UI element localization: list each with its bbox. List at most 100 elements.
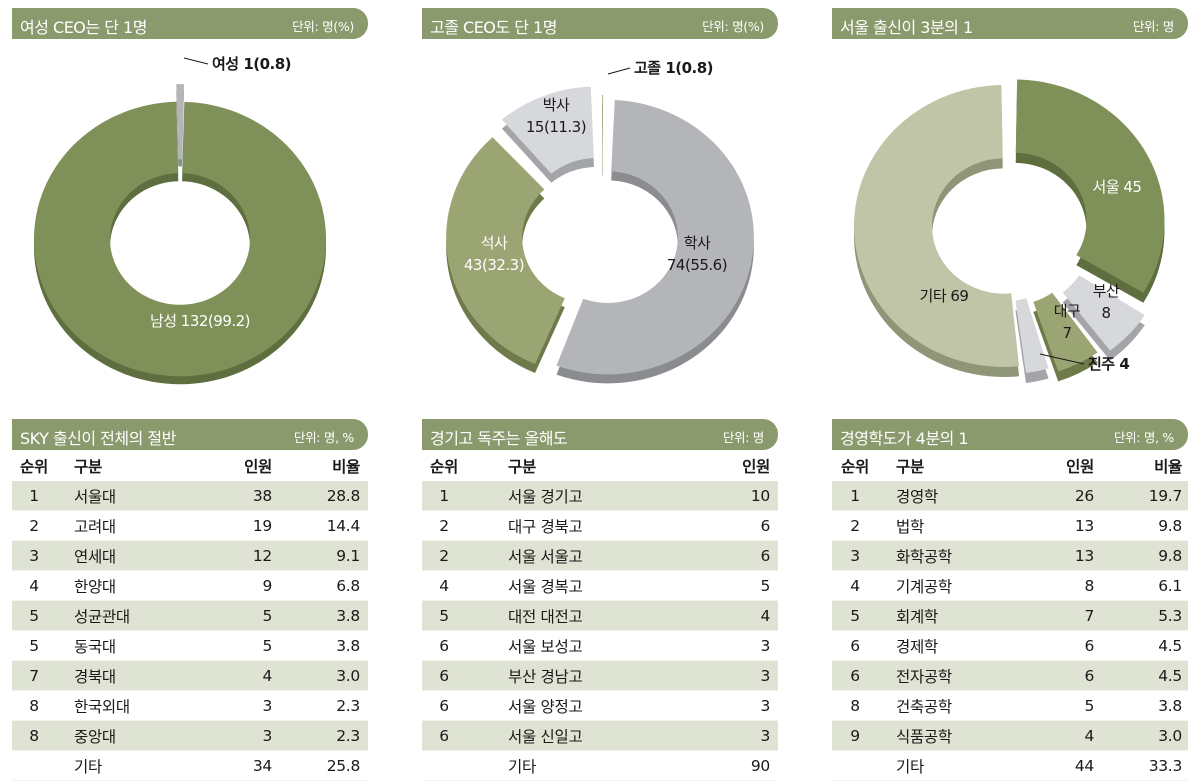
donut-chart-education: 고졸 1(0.8) 학사 74(55.6) 석사 43(32.3) 박사 15(… [446,59,754,384]
chart-panel-education: 고졸 CEO도 단 1명 단위: 명(%) 고졸 1(0.8) 학사 74(55… [422,8,778,398]
table-cell-category: 대구 경북고 [466,510,686,541]
table-cell-padding [1182,660,1188,691]
table-cell-ratio: 5.3 [1094,600,1182,631]
table-cell-padding [770,750,778,781]
table-cell-ratio: 33.3 [1094,750,1182,781]
table-cell-padding [770,720,778,751]
table-cell-padding [360,630,368,661]
slice-label-doctor-name: 박사 [543,96,570,114]
table-cell-padding [1182,540,1188,571]
table-cell-rank: 5 [12,630,56,661]
table-cell-category: 화학공학 [878,540,1018,571]
table-cell-count: 6 [1018,660,1094,691]
column-header-count: 인원 [742,458,770,476]
table-cell-ratio: 4.5 [1094,630,1182,661]
table-cell-padding [770,690,778,721]
slice-label-bachelor-name: 학사 [684,234,711,252]
table-cell-category: 경영학 [878,481,1018,511]
table-cell-padding [1182,570,1188,601]
donut-slice-busan [1062,275,1145,351]
slice-label-daegu-name: 대구 [1054,302,1081,320]
table-cell-rank: 6 [422,720,466,751]
donut-slice-female [176,84,184,160]
table-unit: 단위: 명 [722,430,764,445]
table-cell-category: 서울 양정고 [466,690,686,721]
table-cell-category: 부산 경남고 [466,660,686,691]
table-cell-padding [360,660,368,691]
table-row: 3 화학공학 13 9.8 [832,540,1188,571]
table-cell-padding [770,510,778,541]
table-cell-count: 6 [686,540,770,571]
table-cell-count: 12 [196,540,272,571]
table-cell-count: 8 [1018,570,1094,601]
table-cell-rank: 1 [12,481,56,511]
table-cell-count: 5 [1018,690,1094,721]
table-cell-ratio: 9.1 [272,540,360,571]
table-cell-count: 3 [196,720,272,751]
table-cell-count: 9 [196,570,272,601]
table-panel-university: SKY 출신이 전체의 절반 단위: 명, % 순위 구분 인원 비율 1 서울대… [12,419,368,781]
table-cell-rank: 8 [832,690,878,721]
table-cell-padding [1182,750,1188,781]
column-header-rank: 순위 [430,458,458,476]
table-cell-count: 7 [1018,600,1094,631]
chart-panel-gender: 여성 CEO는 단 1명 단위: 명(%) 여성 1(0.8) 남성 132(9… [12,8,368,398]
table-cell-rank: 5 [12,600,56,631]
table-cell-rank [12,750,56,781]
table-row: 기타 44 33.3 [832,750,1188,781]
table-cell-rank [422,750,466,781]
table-cell-category: 서울대 [56,481,196,511]
table-cell-category: 한양대 [56,570,196,601]
table-cell-ratio: 19.7 [1094,481,1182,511]
table-cell-padding [770,570,778,601]
table-row: 8 한국외대 3 2.3 [12,690,368,721]
table-cell-ratio: 9.8 [1094,510,1182,541]
table-cell-count: 19 [196,510,272,541]
table-cell-rank: 2 [422,510,466,541]
table-row: 5 회계학 7 5.3 [832,600,1188,631]
table-cell-category: 전자공학 [878,660,1018,691]
table-cell-category: 서울 경기고 [466,481,686,511]
table-cell-count: 3 [196,690,272,721]
table-row: 기타 90 [422,750,778,781]
table-cell-rank: 3 [12,540,56,571]
table-header-row: 순위 구분 인원 비율 [832,451,1188,481]
donut-chart-gender: 여성 1(0.8) 남성 132(99.2) [33,55,327,385]
table-cell-count: 3 [686,660,770,691]
table-cell-padding [770,600,778,631]
table-cell-category: 중앙대 [56,720,196,751]
table-cell-count: 13 [1018,540,1094,571]
table-cell-category: 대전 대전고 [466,600,686,631]
table-cell-padding [360,600,368,631]
table-cell-count: 38 [196,481,272,511]
table-cell-ratio: 6.1 [1094,570,1182,601]
donut-slice-master [446,137,565,364]
table-cell-ratio: 14.4 [272,510,360,541]
table-cell-count: 5 [196,600,272,631]
chart-unit: 단위: 명 [1132,19,1174,34]
table-cell-padding [360,720,368,751]
column-header-count: 인원 [244,458,272,476]
table-row: 6 서울 양정고 3 [422,690,778,721]
table-cell-rank: 2 [422,540,466,571]
slice-label-daegu-value: 7 [1062,324,1071,342]
table-cell-count: 4 [196,660,272,691]
slice-label-master-value: 43(32.3) [464,256,524,274]
slice-label-highschool: 고졸 1(0.8) [634,59,713,77]
table-cell-ratio: 6.8 [272,570,360,601]
table-row: 8 중앙대 3 2.3 [12,720,368,751]
column-header-ratio: 비율 [332,458,360,476]
slice-label-master-name: 석사 [481,234,508,252]
table-cell-padding [360,750,368,781]
column-header-category: 구분 [74,458,102,476]
table-row: 6 서울 보성고 3 [422,630,778,661]
table-title: 경기고 독주는 올해도 [430,429,568,448]
table-cell-ratio: 3.8 [1094,690,1182,721]
table-cell-category: 기타 [878,750,1018,781]
table-cell-rank: 1 [832,481,878,511]
table-cell-count: 3 [686,630,770,661]
table-cell-rank: 4 [12,570,56,601]
table-header: 경기고 독주는 올해도 단위: 명 [422,419,778,450]
slice-label-seoul: 서울 45 [1093,178,1142,196]
table-cell-count: 13 [1018,510,1094,541]
